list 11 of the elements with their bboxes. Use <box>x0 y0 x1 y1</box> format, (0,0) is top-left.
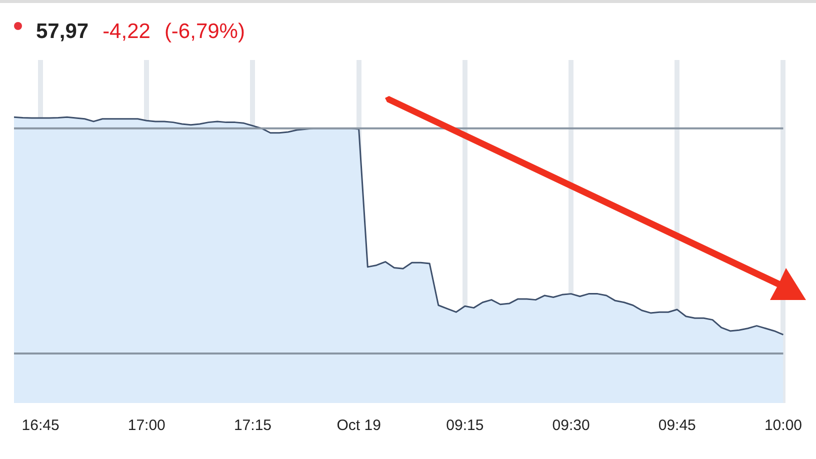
x-tick-label: 17:00 <box>128 417 166 434</box>
x-tick-label: Oct 19 <box>336 417 381 434</box>
x-tick-label: 16:45 <box>22 417 60 434</box>
text: (-6,79%) <box>164 20 245 44</box>
text: -4,22 <box>102 20 150 44</box>
x-tick-label: 09:30 <box>552 417 590 434</box>
x-tick-label: 09:15 <box>446 417 484 434</box>
x-tick-label: 09:45 <box>658 417 696 434</box>
text: 57,97 <box>36 20 89 44</box>
x-tick-label: 17:15 <box>234 417 272 434</box>
x-tick-label: 10:00 <box>764 417 802 434</box>
